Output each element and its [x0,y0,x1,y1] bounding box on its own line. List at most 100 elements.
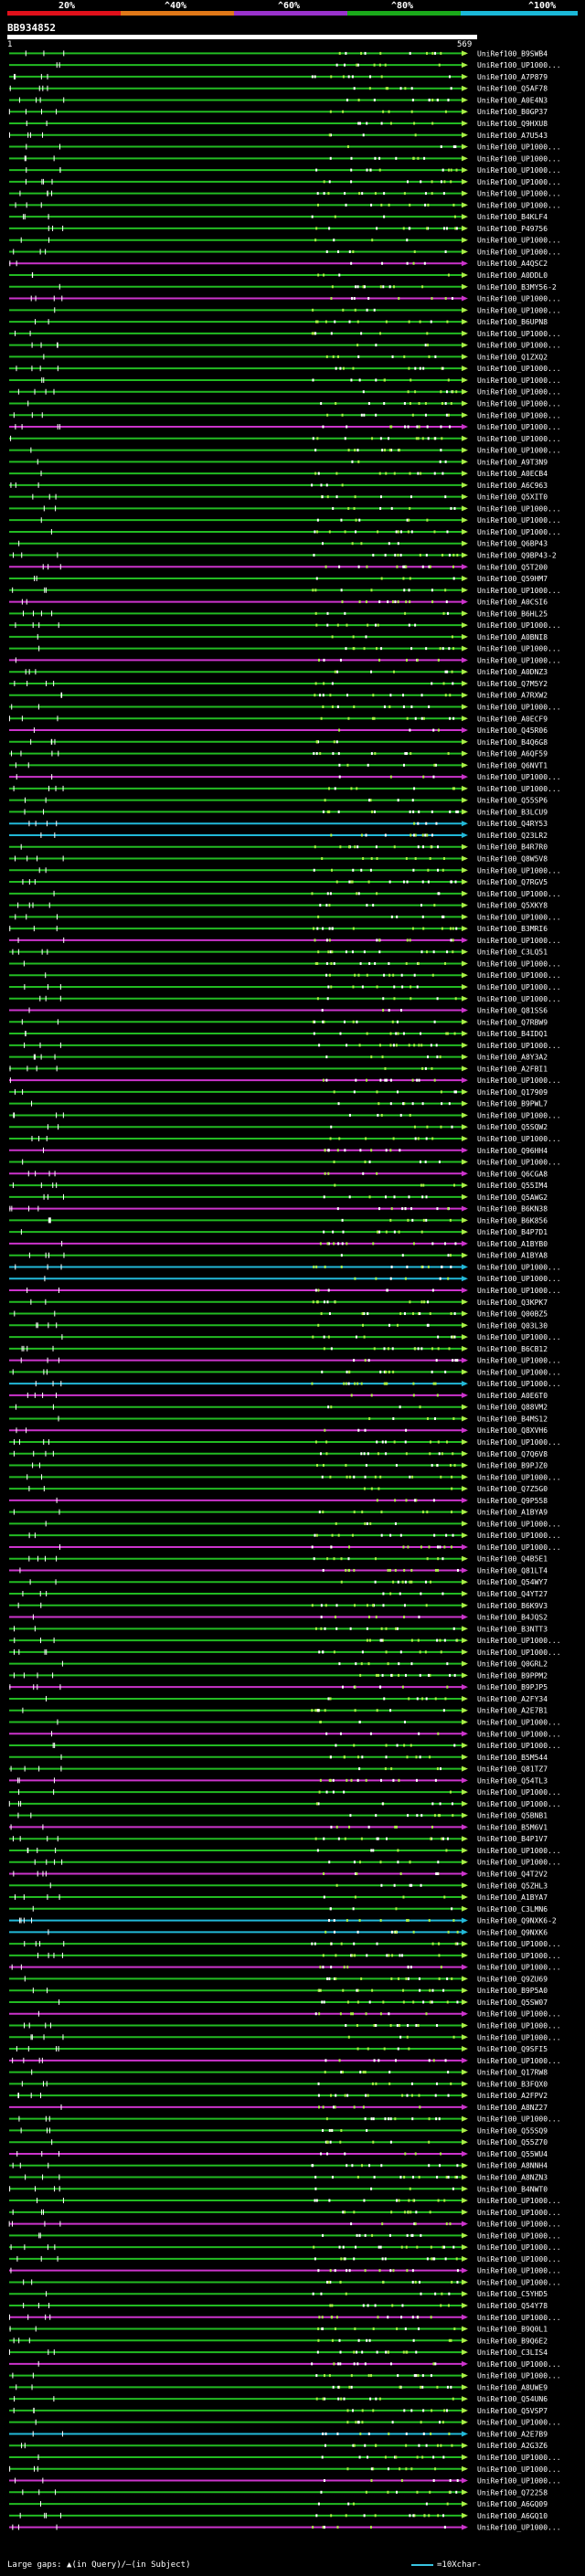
hit-row[interactable]: UniRef100_UP1000... [9,1520,561,1528]
hit-row[interactable]: UniRef100_Q55SP6 [9,797,548,805]
hit-row[interactable]: UniRef100_UP1000... [9,143,561,152]
hit-row[interactable]: UniRef100_B9PJP5 [9,1683,548,1691]
hit-row[interactable]: UniRef100_Q59HM7 [9,575,548,583]
hit-row[interactable]: UniRef100_UP1000... [9,2197,561,2205]
hit-row[interactable]: UniRef100_Q88VM2 [9,1404,548,1412]
hit-row[interactable]: UniRef100_B4P1V7 [9,1835,548,1843]
hit-row[interactable]: UniRef100_B6UPN8 [9,318,548,326]
hit-row[interactable]: UniRef100_A6C963 [9,482,548,490]
hit-row[interactable]: UniRef100_UP1000... [9,704,561,712]
hit-row[interactable]: UniRef100_UP1000... [9,295,561,303]
hit-row[interactable]: UniRef100_UP1000... [9,983,561,991]
hit-row[interactable]: UniRef100_UP1000... [9,1438,561,1447]
hit-row[interactable]: UniRef100_A2E7B9 [9,2430,548,2438]
hit-row[interactable]: UniRef100_UP1000... [9,1380,561,1388]
hit-row[interactable]: UniRef100_B4P7D1 [9,1228,548,1236]
hit-row[interactable]: UniRef100_Q96HH4 [9,1147,548,1155]
hit-row[interactable]: UniRef100_Q7RBW9 [9,1018,548,1026]
hit-row[interactable]: UniRef100_Q6NVT1 [9,761,548,769]
hit-row[interactable]: UniRef100_Q5ZHL3 [9,1882,548,1890]
hit-row[interactable]: UniRef100_Q5XIT0 [9,493,548,502]
hit-row[interactable]: UniRef100_Q6CGA8 [9,1170,548,1178]
hit-row[interactable]: UniRef100_B6HL25 [9,610,548,618]
hit-row[interactable]: UniRef100_Q54Y78 [9,2302,548,2310]
hit-row[interactable]: UniRef100_UP1000... [9,866,561,875]
hit-row[interactable]: UniRef100_A0DDL0 [9,271,548,280]
hit-row[interactable]: UniRef100_Q17909 [9,1088,548,1097]
hit-row[interactable]: UniRef100_Q5SQW2 [9,1123,548,1131]
hit-row[interactable]: UniRef100_A6QF59 [9,750,548,758]
hit-row[interactable]: UniRef100_A0ECF9 [8,715,548,723]
hit-row[interactable]: UniRef100_Q55SQ9 [9,2126,548,2135]
hit-row[interactable]: UniRef100_UP1000... [9,388,561,397]
hit-row[interactable]: UniRef100_UP1000... [9,201,561,209]
hit-row[interactable]: UniRef100_UP1000... [9,621,561,630]
hit-row[interactable]: UniRef100_UP1000... [9,2465,561,2474]
hit-row[interactable]: UniRef100_UP1000... [9,166,561,175]
hit-row[interactable]: UniRef100_A0BNI8 [9,633,548,641]
hit-row[interactable]: UniRef100_B3NTT3 [9,1625,548,1633]
hit-row[interactable]: UniRef100_UP1000... [9,890,561,898]
hit-row[interactable]: UniRef100_A8NZ27 [9,2104,548,2112]
hit-row[interactable]: UniRef100_UP1000... [9,1076,561,1085]
hit-row[interactable]: UniRef100_Q3KPK7 [9,1299,548,1307]
hit-row[interactable]: UniRef100_Q54WY7 [9,1578,548,1586]
hit-row[interactable]: UniRef100_Q72258 [9,2488,548,2496]
hit-row[interactable]: UniRef100_UP1000... [9,365,561,373]
hit-row[interactable]: UniRef100_Q9HXU8 [9,120,548,128]
hit-row[interactable]: UniRef100_UP1000... [9,1742,561,1750]
hit-row[interactable]: UniRef100_UP1000... [9,2022,561,2030]
hit-row[interactable]: UniRef100_UP1000... [9,1532,561,1540]
hit-row[interactable]: UniRef100_B4Q6G8 [9,738,548,747]
hit-row[interactable]: UniRef100_UP1000... [9,2524,561,2532]
hit-row[interactable]: UniRef100_UP1000... [8,2314,561,2322]
hit-row[interactable]: UniRef100_Q5BNB1 [9,1812,548,1820]
hit-row[interactable]: UniRef100_UP1000... [9,154,561,163]
hit-row[interactable]: UniRef100_UP1000... [9,587,561,595]
hit-row[interactable]: UniRef100_Q55WU4 [9,2150,548,2158]
hit-row[interactable]: UniRef100_Q5T200 [9,563,548,571]
hit-row[interactable]: UniRef100_UP1000... [9,1940,561,1948]
hit-row[interactable]: UniRef100_C5YHD5 [9,2290,548,2298]
hit-row[interactable]: UniRef100_A2E7B1 [9,1707,548,1715]
hit-row[interactable]: UniRef100_UP1000... [9,1111,561,1119]
hit-row[interactable]: UniRef100_B4MS12 [9,1415,548,1423]
hit-row[interactable]: UniRef100_UP1000... [9,1859,561,1867]
hit-row[interactable]: UniRef100_UP1000... [9,342,561,350]
hit-row[interactable]: UniRef100_UP1000... [9,190,561,198]
hit-row[interactable]: UniRef100_UP1000... [9,1788,561,1797]
hit-row[interactable]: UniRef100_B9PPM2 [9,1671,548,1680]
hit-row[interactable]: UniRef100_UP1000... [9,1287,561,1295]
hit-row[interactable]: UniRef100_UP1000... [9,61,561,69]
hit-row[interactable]: UniRef100_B0GP37 [8,108,548,116]
hit-row[interactable]: UniRef100_Q00BZ5 [9,1310,548,1319]
hit-row[interactable]: UniRef100_B9P5A0 [9,1987,548,1995]
hit-row[interactable]: UniRef100_UP1000... [9,1543,561,1552]
hit-row[interactable]: UniRef100_B3FQX0 [9,2080,548,2088]
hit-row[interactable]: UniRef100_UP1000... [9,1042,561,1050]
hit-row[interactable]: UniRef100_UP1000... [8,2221,561,2229]
hit-row[interactable]: UniRef100_UP1000... [9,2267,561,2275]
hit-row[interactable]: UniRef100_A8Y3A2 [9,1054,548,1062]
hit-row[interactable]: UniRef100_B6K856 [9,1216,548,1224]
hit-row[interactable]: UniRef100_Q7Q6V8 [9,1450,548,1458]
hit-row[interactable]: UniRef100_A8UWE9 [9,2383,548,2391]
hit-row[interactable]: UniRef100_UP1000... [9,2033,561,2041]
hit-row[interactable]: UniRef100_A2FPV2 [9,2092,548,2100]
hit-row[interactable]: UniRef100_UP1000... [9,248,561,256]
hit-row[interactable]: UniRef100_Q5SW07 [9,1998,548,2007]
hit-row[interactable]: UniRef100_B9Q0L1 [9,2326,548,2334]
hit-row[interactable]: UniRef100_Q8XVH6 [9,1426,548,1435]
hit-row[interactable]: UniRef100_Q4YT27 [9,1590,548,1598]
hit-row[interactable]: UniRef100_A6GQ09 [9,2500,548,2508]
hit-row[interactable]: UniRef100_P49756 [9,225,548,233]
hit-row[interactable]: UniRef100_Q5XKY8 [9,902,548,910]
hit-row[interactable]: UniRef100_UP1000... [9,773,561,781]
hit-row[interactable]: UniRef100_B3MRI6 [9,925,548,933]
hit-row[interactable]: UniRef100_UP1000... [9,1964,561,1972]
hit-row[interactable]: UniRef100_UP1000... [9,2243,561,2252]
hit-row[interactable]: UniRef100_Q4RY53 [9,820,548,828]
hit-row[interactable]: UniRef100_Q23LR2 [9,832,548,840]
hit-row[interactable]: UniRef100_UP1000... [9,1368,561,1376]
hit-row[interactable]: UniRef100_Q03L30 [9,1321,548,1330]
